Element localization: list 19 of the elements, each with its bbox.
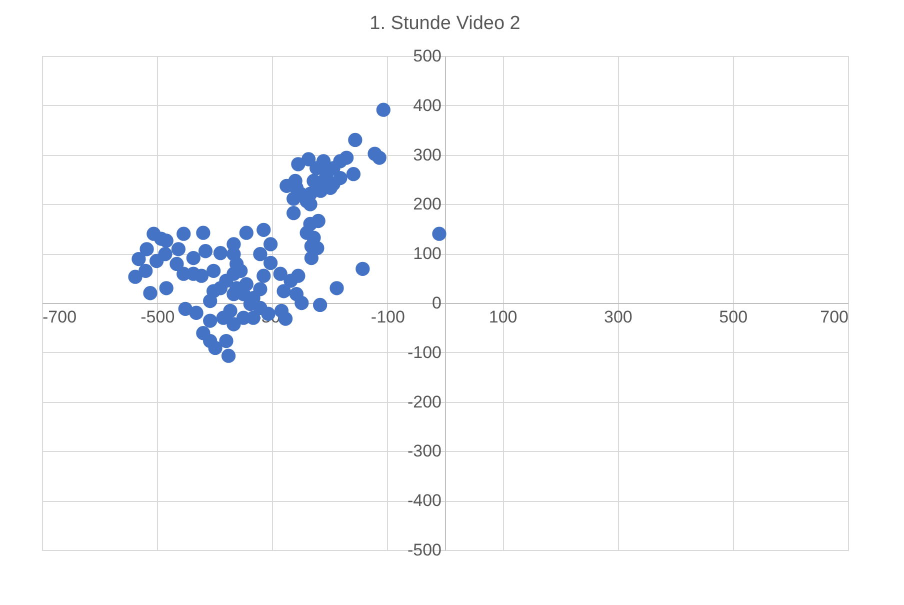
- y-tick-label: -400: [407, 491, 442, 510]
- y-tick-label: -300: [407, 442, 442, 461]
- y-tick-label: -500: [407, 540, 442, 560]
- y-tick-label: 400: [413, 96, 442, 115]
- chart-title: 1. Stunde Video 2: [370, 13, 520, 34]
- x-tick-label: -100: [370, 308, 405, 326]
- y-tick-label: 100: [413, 244, 442, 264]
- x-tick-label: 500: [719, 308, 748, 326]
- y-tick-label: 500: [413, 46, 442, 66]
- y-tick-label: 300: [413, 145, 442, 164]
- y-tick-label: 0: [432, 294, 442, 312]
- x-tick-label: -500: [140, 308, 175, 326]
- y-tick-label: -100: [407, 342, 442, 362]
- x-tick-label: 300: [604, 308, 632, 326]
- x-tick-label: -700: [42, 308, 77, 326]
- y-tick-label: -200: [407, 392, 442, 412]
- y-tick-label: 200: [413, 194, 442, 214]
- x-tick-label: 100: [488, 308, 518, 326]
- x-tick-label: 700: [820, 308, 848, 326]
